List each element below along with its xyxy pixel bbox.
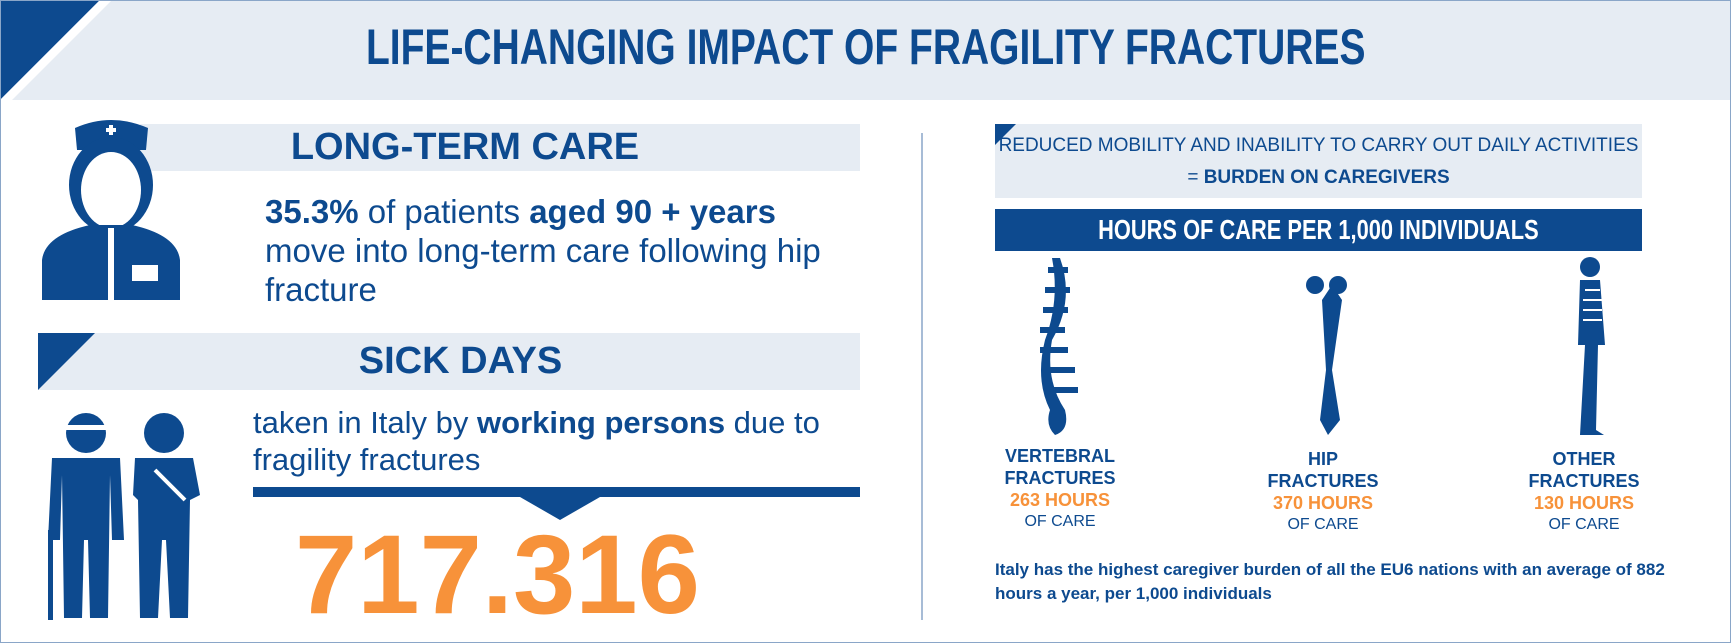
sick-text: taken in Italy by working persons due to…	[253, 404, 873, 478]
workers-icon	[48, 413, 200, 620]
femur-icon	[1306, 276, 1347, 435]
fracture-item: HIP FRACTURES 370 HOURS OF CARE	[1223, 448, 1423, 536]
fracture-name: OTHER FRACTURES	[1528, 449, 1640, 491]
fracture-hours: 263 HOURS	[1009, 490, 1111, 510]
title: LIFE-CHANGING IMPACT OF FRAGILITY FRACTU…	[365, 19, 1366, 75]
bold-text: aged 90 + years	[529, 193, 776, 230]
burden-text: REDUCED MOBILITY AND INABILITY TO CARRY …	[995, 130, 1642, 194]
ltc-text: 35.3% of patients aged 90 + years move i…	[265, 192, 865, 309]
corner-stripe	[0, 0, 112, 100]
ltc-band	[140, 124, 860, 171]
fracture-name: HIP FRACTURES	[1267, 449, 1379, 491]
hours-header-bar	[995, 209, 1642, 251]
bold-text: 35.3%	[265, 193, 359, 230]
sick-heading: SICK DAYS	[358, 340, 563, 382]
text: due to fragility fractures	[253, 405, 820, 477]
burden-box	[995, 124, 1642, 198]
fracture-item: OTHER FRACTURES 130 HOURS OF CARE	[1484, 448, 1684, 536]
ltc-heading: LONG-TERM CARE	[290, 126, 640, 168]
skeleton-icon	[1578, 257, 1605, 435]
fracture-unit: OF CARE	[1548, 516, 1620, 533]
fracture-unit: OF CARE	[1024, 513, 1096, 530]
bold-text: BURDEN ON CAREGIVERS	[1203, 167, 1450, 188]
fracture-hours: 370 HOURS	[1272, 493, 1374, 513]
number-pointer	[520, 497, 600, 520]
fracture-item: VERTEBRAL FRACTURES 263 HOURS OF CARE	[960, 445, 1160, 533]
hours-header-wrap: HOURS OF CARE PER 1,000 INDIVIDUALS	[995, 209, 1642, 251]
sick-band	[38, 333, 860, 390]
title-wrap: LIFE-CHANGING IMPACT OF FRAGILITY FRACTU…	[0, 18, 1731, 76]
title-banner	[0, 0, 1731, 100]
text: taken in Italy by	[253, 405, 478, 440]
footnote: Italy has the highest caregiver burden o…	[995, 560, 1665, 603]
sick-triangle	[38, 333, 95, 390]
hours-header: HOURS OF CARE PER 1,000 INDIVIDUALS	[1098, 214, 1539, 245]
fracture-unit: OF CARE	[1287, 516, 1359, 533]
text: of patients	[358, 193, 530, 230]
nurse-icon	[42, 120, 180, 300]
burden-triangle	[995, 124, 1016, 145]
text: move into long-term care following hip f…	[265, 232, 821, 308]
text: REDUCED MOBILITY AND INABILITY TO CARRY …	[998, 135, 1639, 188]
number-bar	[253, 487, 860, 497]
fracture-hours: 130 HOURS	[1533, 493, 1635, 513]
spine-icon	[1040, 258, 1078, 435]
fracture-name: VERTEBRAL FRACTURES	[1004, 446, 1116, 488]
sick-days-number: 717.316	[295, 512, 700, 637]
bold-text: working persons	[477, 405, 726, 440]
